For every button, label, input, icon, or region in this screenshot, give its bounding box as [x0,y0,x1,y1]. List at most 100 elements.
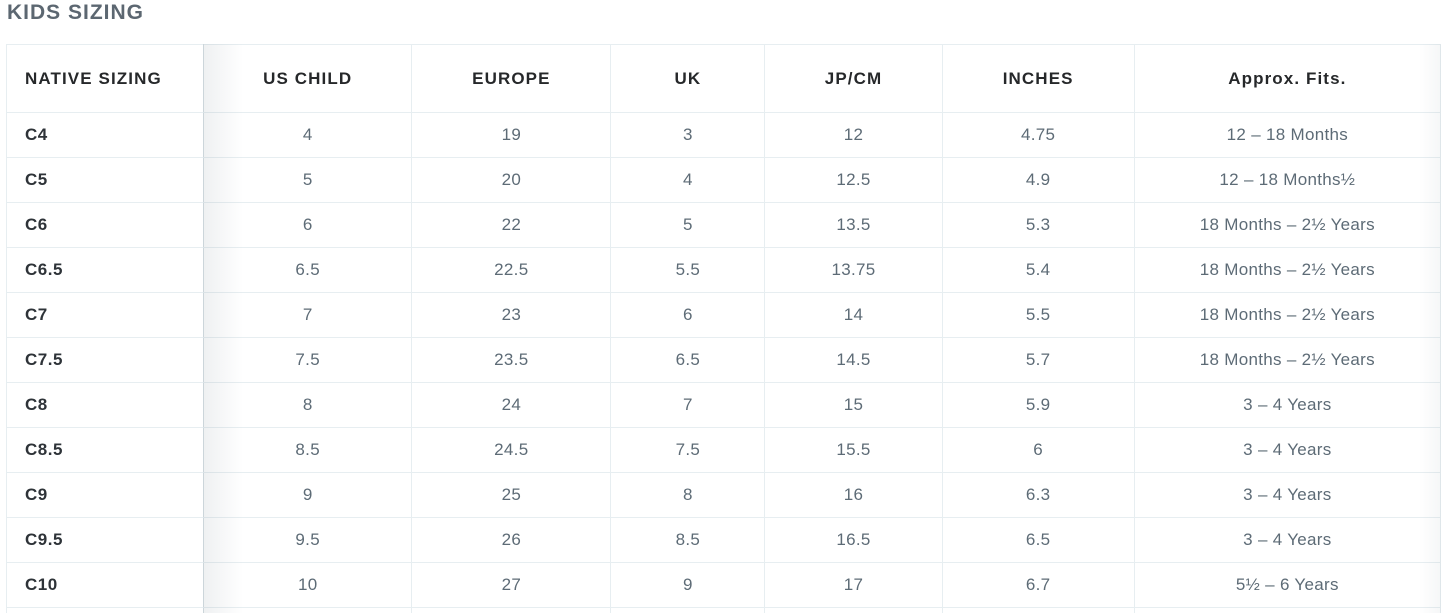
table-cell: 15 [764,382,943,428]
table-cell: 25 [411,472,612,518]
row-label: C9.5 [5,517,205,563]
table-cell: 18 Months – 2½ Years [1133,202,1442,248]
table-cell: 8.5 [610,517,766,563]
table-cell: 18 Months – 2½ Years [1133,247,1442,293]
table-cell [203,607,413,613]
row-label: C8 [5,382,205,428]
column-header-us-child: US CHILD [203,44,413,113]
table-cell: 5½ – 6 Years [1133,562,1442,608]
table-cell [764,607,943,613]
row-label: C7.5 [5,337,205,383]
table-cell: 9 [203,472,413,518]
table-cell: 22.5 [411,247,612,293]
table-cell: 20 [411,157,612,203]
table-cell: 6.7 [941,562,1135,608]
table-row: C8.5 8.5 24.5 7.5 15.5 6 3 – 4 Years [5,427,1442,473]
table-cell: 16.5 [764,517,943,563]
table-cell: 8 [610,472,766,518]
row-label: C9 [5,472,205,518]
table-cell: 3 [610,112,766,158]
partial-row [5,607,1442,613]
table-cell: 6 [203,202,413,248]
table-row: C8 8 24 7 15 5.9 3 – 4 Years [5,382,1442,428]
table-cell: 12.5 [764,157,943,203]
table-cell: 10 [203,562,413,608]
table-header: NATIVE SIZING US CHILD EUROPE UK JP/CM INCHES… [5,44,1442,113]
table-cell: 5.3 [941,202,1135,248]
table-cell: 9 [610,562,766,608]
table-body: C4 4 19 3 12 4.75 12 – 18 Months C5 5 20 4 12.5 4.9 1… [5,112,1442,613]
table-cell: 24 [411,382,612,428]
table-cell: 7.5 [203,337,413,383]
table-cell: 5.4 [941,247,1135,293]
table-cell: 9.5 [203,517,413,563]
table-cell: 6.5 [610,337,766,383]
table-cell [5,607,205,613]
table-cell [411,607,612,613]
table-row: C7.5 7.5 23.5 6.5 14.5 5.7 18 Months – 2½ Year… [5,337,1442,383]
table-row: C9 9 25 8 16 6.3 3 – 4 Years [5,472,1442,518]
row-label: C6 [5,202,205,248]
table-cell [941,607,1135,613]
table-row: C7 7 23 6 14 5.5 18 Months – 2½ Years [5,292,1442,338]
row-label: C5 [5,157,205,203]
table-cell: 22 [411,202,612,248]
table-cell: 5.5 [610,247,766,293]
column-header-native-sizing: NATIVE SIZING [5,44,205,113]
table-cell: 3 – 4 Years [1133,382,1442,428]
page-title: KIDS SIZING [7,1,145,24]
table-row: C5 5 20 4 12.5 4.9 12 – 18 Months½ [5,157,1442,203]
table-cell: 18 Months – 2½ Years [1133,337,1442,383]
table-cell [1133,607,1442,613]
kids-sizing-table: NATIVE SIZING US CHILD EUROPE UK JP/CM INCHES… [5,44,1442,613]
table-cell: 5.7 [941,337,1135,383]
table-row: C6 6 22 5 13.5 5.3 18 Months – 2½ Years [5,202,1442,248]
row-label: C4 [5,112,205,158]
table-cell: 7 [610,382,766,428]
table-cell: 16 [764,472,943,518]
column-header-inches: INCHES [941,44,1135,113]
table-cell: 14.5 [764,337,943,383]
table-cell: 8.5 [203,427,413,473]
table-cell: 6.5 [941,517,1135,563]
column-header-europe: EUROPE [411,44,612,113]
table-cell: 19 [411,112,612,158]
table-cell: 26 [411,517,612,563]
table-cell: 24.5 [411,427,612,473]
table-cell: 6.5 [203,247,413,293]
table-cell [610,607,766,613]
table-cell: 23 [411,292,612,338]
table-cell: 5 [203,157,413,203]
table-cell: 12 – 18 Months [1133,112,1442,158]
table-cell: 5 [610,202,766,248]
table-row: C6.5 6.5 22.5 5.5 13.75 5.4 18 Months – 2½ Yea… [5,247,1442,293]
table-cell: 23.5 [411,337,612,383]
table-cell: 27 [411,562,612,608]
table-cell: 5.9 [941,382,1135,428]
table-cell: 18 Months – 2½ Years [1133,292,1442,338]
table-row: C4 4 19 3 12 4.75 12 – 18 Months [5,112,1442,158]
table-cell: 14 [764,292,943,338]
column-header-approx-fits: Approx. Fits. [1133,44,1442,113]
row-label: C7 [5,292,205,338]
column-header-jp-cm: JP/CM [764,44,943,113]
table-cell: 7 [203,292,413,338]
table-row: C9.5 9.5 26 8.5 16.5 6.5 3 – 4 Years [5,517,1442,563]
table-cell: 8 [203,382,413,428]
table-cell: 3 – 4 Years [1133,427,1442,473]
size-table-scroll-area[interactable]: NATIVE SIZING US CHILD EUROPE UK JP/CM INCHES… [5,44,1442,613]
table-cell: 4.75 [941,112,1135,158]
row-label: C10 [5,562,205,608]
table-cell: 13.75 [764,247,943,293]
column-header-uk: UK [610,44,766,113]
table-cell: 3 – 4 Years [1133,472,1442,518]
table-cell: 3 – 4 Years [1133,517,1442,563]
table-cell: 12 – 18 Months½ [1133,157,1442,203]
table-cell: 4 [610,157,766,203]
header-row: NATIVE SIZING US CHILD EUROPE UK JP/CM INCHES… [5,44,1442,113]
table-cell: 7.5 [610,427,766,473]
table-cell: 4.9 [941,157,1135,203]
table-cell: 4 [203,112,413,158]
table-cell: 12 [764,112,943,158]
